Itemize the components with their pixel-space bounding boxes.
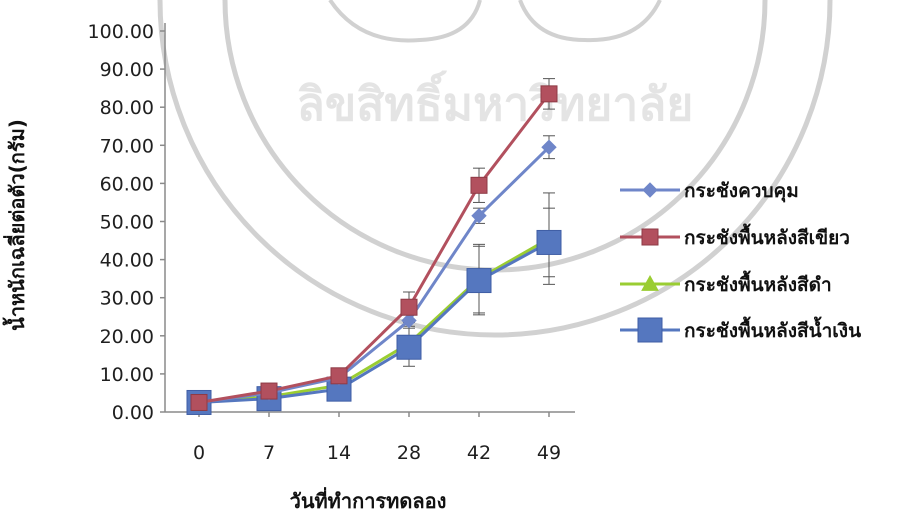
y-tick-label: 90.00 [100, 59, 154, 81]
data-point [330, 367, 348, 385]
x-tick-label: 28 [397, 442, 421, 464]
y-tick-label: 100.00 [88, 21, 154, 43]
x-tick-label: 14 [327, 442, 351, 464]
legend-item: กระชังควบคุม [620, 180, 799, 203]
x-axis: 0 7 14 28 42 49 [165, 411, 575, 464]
y-tick-label: 80.00 [100, 97, 154, 119]
data-point [471, 208, 487, 224]
series-group [186, 85, 562, 415]
y-tick-label: 40.00 [100, 250, 154, 272]
x-tick-label: 7 [263, 442, 275, 464]
legend-label: กระชังพื้นหลังสีน้ำเงิน [684, 316, 861, 342]
y-tick-label: 50.00 [100, 212, 154, 234]
data-point [401, 312, 417, 329]
legend-label: กระชังควบคุม [684, 180, 799, 203]
series-3 [190, 229, 558, 410]
data-point [400, 298, 418, 316]
data-point [190, 393, 208, 411]
y-tick-label: 20.00 [100, 326, 154, 348]
data-point [260, 382, 278, 400]
y-axis: 0.00 10.00 20.00 30.00 40.00 50.00 60.00 70.00 8… [88, 21, 166, 424]
legend-label: กระชังพื้นหลังสีเขียว [684, 223, 850, 249]
x-tick-label: 42 [467, 442, 491, 464]
y-tick-label: 30.00 [100, 288, 154, 310]
data-point [396, 334, 422, 360]
series-4 [186, 229, 562, 415]
data-point [466, 268, 492, 294]
series-line [198, 241, 550, 404]
data-point [541, 139, 557, 155]
series-line [198, 237, 550, 404]
legend-item: กระชังพื้นหลังสีน้ำเงิน [620, 316, 861, 343]
series-line [198, 92, 551, 404]
legend-marker [641, 228, 659, 246]
legend-label: กระชังพื้นหลังสีดำ [684, 270, 832, 296]
legend: กระชังควบคุมกระชังพื้นหลังสีเขียวกระชังพ… [620, 180, 861, 343]
watermark-text: ลิขสิทธิ์มหาวิทยาลัย [297, 70, 694, 131]
legend-marker [637, 317, 663, 343]
y-tick-label: 10.00 [100, 364, 154, 386]
data-point [540, 85, 558, 103]
legend-marker [641, 274, 659, 291]
y-tick-label: 70.00 [100, 135, 154, 157]
data-point [536, 229, 562, 255]
series-2 [190, 85, 558, 411]
data-point [470, 176, 488, 194]
legend-item: กระชังพื้นหลังสีเขียว [620, 223, 850, 249]
y-tick-label: 0.00 [112, 402, 154, 424]
y-axis-label: น้ำหนักเฉลี่ยต่อตัว(กรัม) [2, 119, 29, 331]
legend-item: กระชังพื้นหลังสีดำ [620, 270, 832, 296]
x-tick-label: 49 [537, 442, 561, 464]
legend-marker [642, 182, 658, 198]
y-tick-label: 60.00 [100, 173, 154, 195]
series-line [198, 146, 551, 404]
x-tick-label: 0 [193, 442, 205, 464]
x-axis-label: วันที่ทำการทดลอง [290, 486, 447, 513]
